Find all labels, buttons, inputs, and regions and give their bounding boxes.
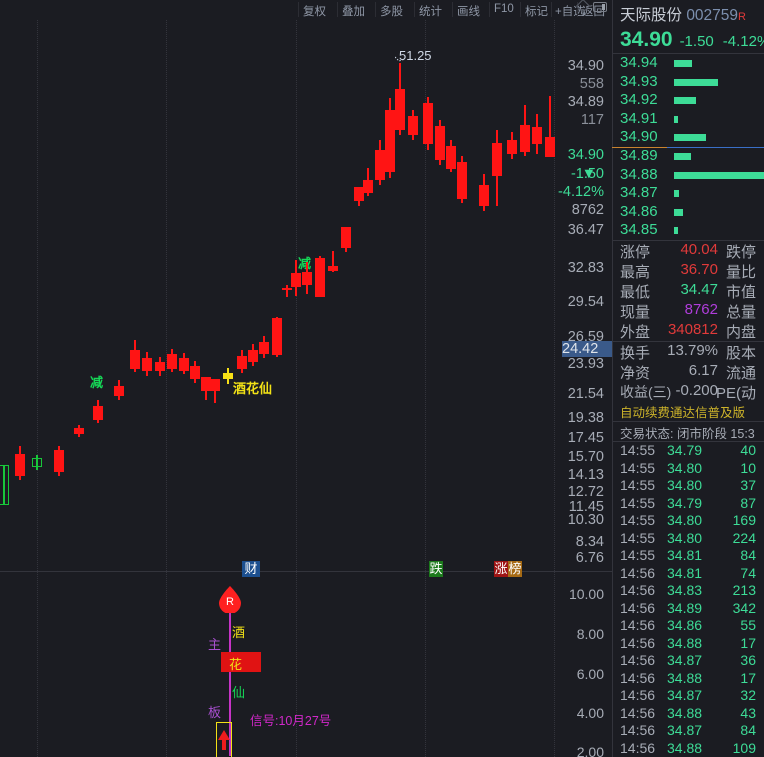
svg-text:R: R <box>226 596 234 608</box>
